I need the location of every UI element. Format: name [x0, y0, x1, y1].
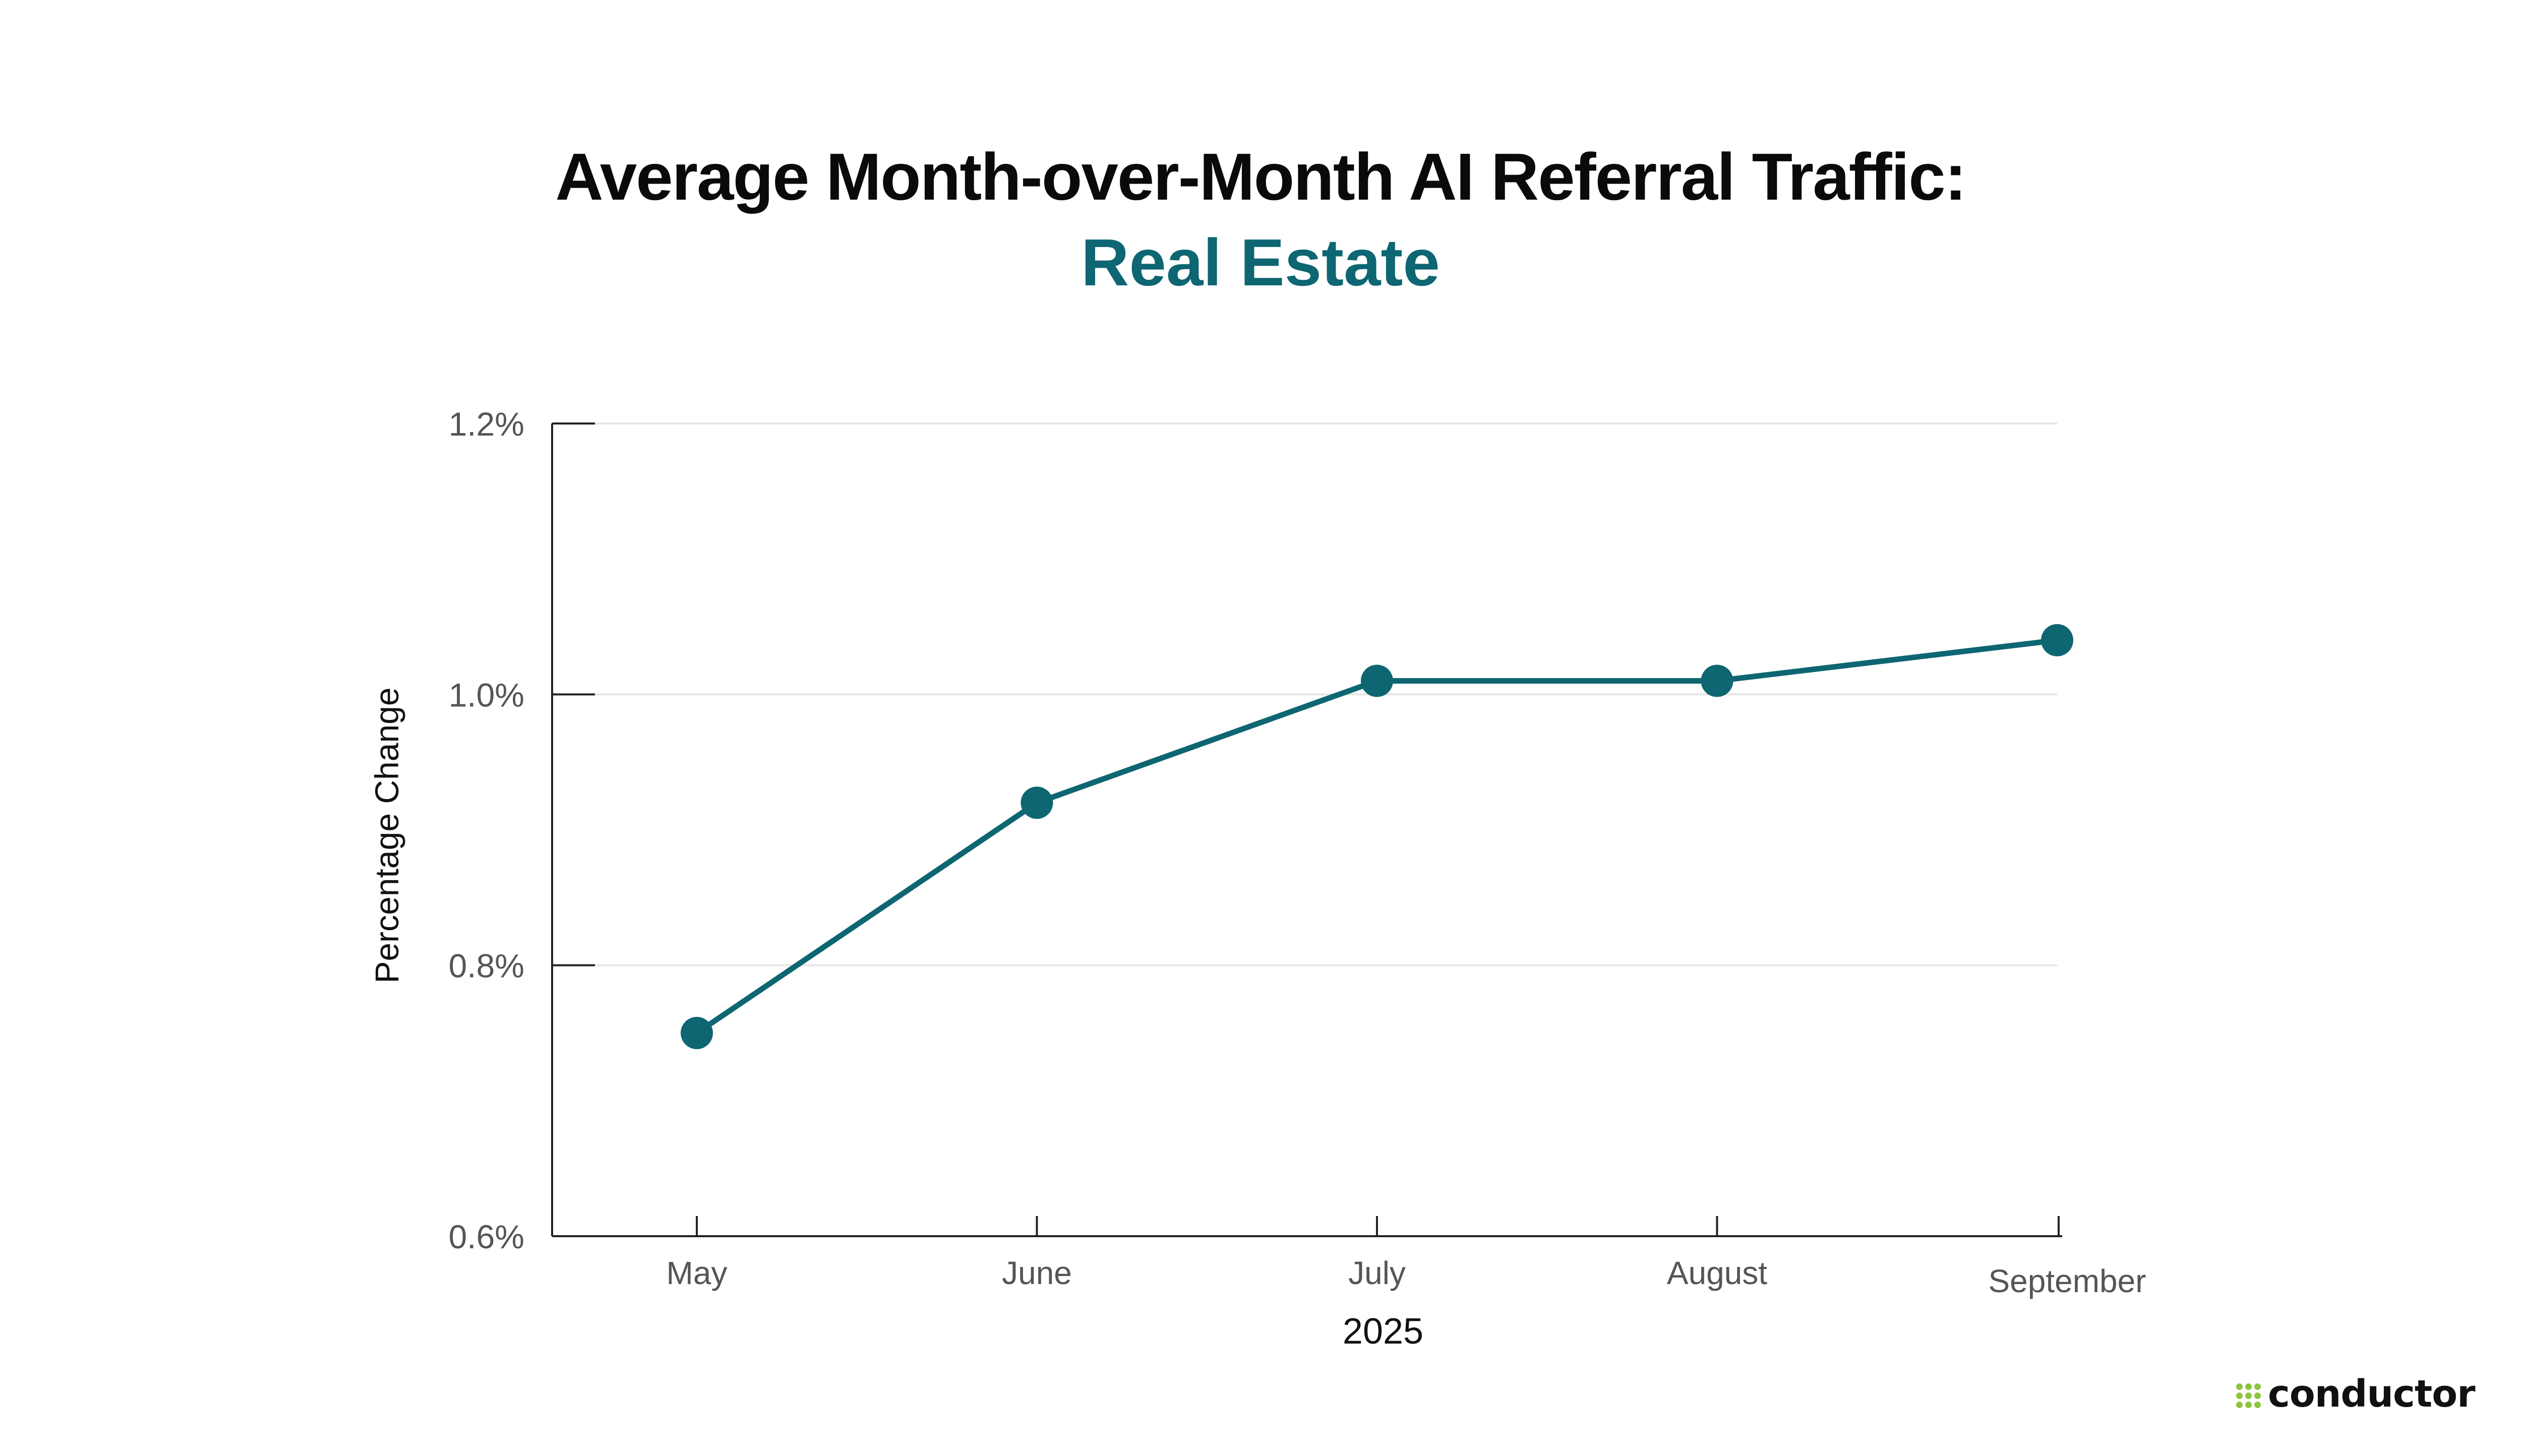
data-point: [1701, 664, 1733, 697]
x-ticks: May June July August September: [667, 1216, 2146, 1299]
chart-title: Average Month-over-Month AI Referral Tra…: [555, 140, 1966, 214]
data-point: [2041, 624, 2073, 656]
y-tick-label: 0.6%: [449, 1218, 524, 1255]
dot-cluster-icon: [2236, 1383, 2261, 1408]
y-tick-label: 1.0%: [449, 676, 524, 713]
x-tick-label: September: [1988, 1263, 2146, 1299]
x-tick-label: June: [1002, 1255, 1072, 1291]
y-ticks: 0.6% 0.8% 1.0% 1.2%: [449, 405, 595, 1255]
brand-name: conductor: [2268, 1372, 2476, 1416]
y-tick-label: 1.2%: [449, 405, 524, 443]
gridlines: [552, 422, 2057, 966]
y-tick-label: 0.8%: [449, 947, 524, 985]
data-point: [1021, 786, 1053, 819]
data-point: [1361, 664, 1393, 697]
x-tick-label: August: [1667, 1255, 1767, 1291]
series: [681, 624, 2073, 1049]
brand-logo: conductor: [2236, 1371, 2476, 1417]
chart-subtitle: Real Estate: [1081, 225, 1440, 299]
x-tick-label: July: [1348, 1255, 1406, 1291]
x-axis-label: 2025: [1343, 1311, 1423, 1352]
series-line: [694, 637, 2060, 1036]
axes: [551, 423, 2062, 1237]
y-axis-label: Percentage Change: [368, 687, 405, 983]
x-tick-label: May: [667, 1255, 728, 1291]
data-point: [681, 1017, 713, 1049]
